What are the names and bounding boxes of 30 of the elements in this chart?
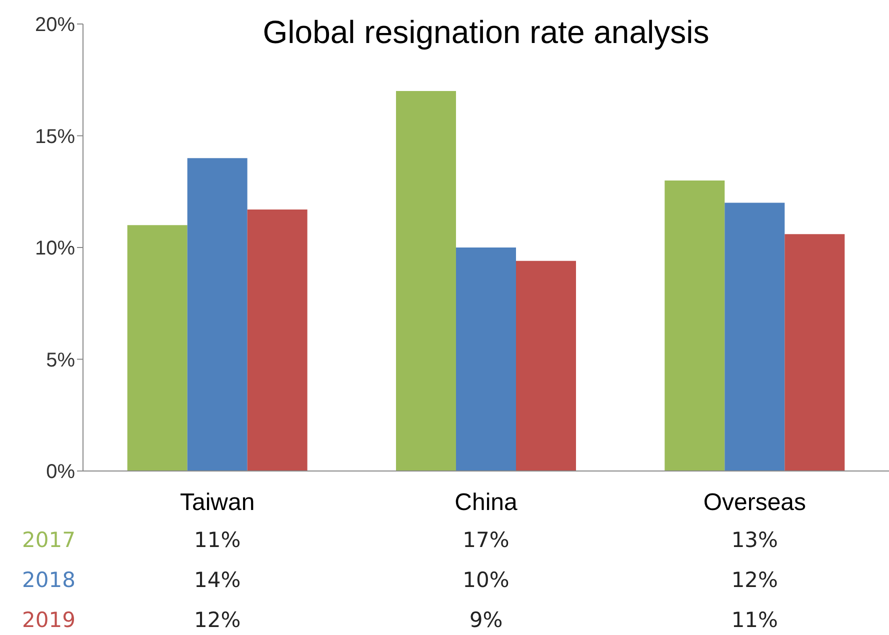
data-label: 12% bbox=[730, 568, 779, 592]
bar bbox=[127, 225, 188, 471]
y-tick-label: 20% bbox=[34, 14, 76, 36]
x-tick-label: China bbox=[454, 489, 518, 516]
text: 2018 bbox=[22, 568, 76, 592]
data-label: 12% bbox=[192, 608, 242, 632]
bar bbox=[516, 260, 576, 471]
bar bbox=[456, 248, 516, 471]
bar bbox=[187, 158, 248, 471]
data-label: 17% bbox=[462, 528, 510, 552]
text: 2017 bbox=[22, 528, 76, 552]
bar bbox=[664, 180, 725, 471]
y-tick-label: 5% bbox=[46, 349, 76, 372]
x-tick-label: Taiwan bbox=[180, 489, 255, 516]
data-label: 11% bbox=[730, 608, 779, 632]
text: 2019 bbox=[22, 608, 76, 632]
y-tick-label: 10% bbox=[34, 238, 76, 260]
data-label: 14% bbox=[192, 568, 242, 592]
bar bbox=[396, 91, 456, 471]
bar bbox=[724, 202, 785, 471]
data-label: 11% bbox=[192, 528, 242, 552]
y-tick-label: 0% bbox=[46, 461, 76, 484]
x-tick-label: Overseas bbox=[703, 489, 806, 516]
chart-title: Global resignation rate analysis bbox=[262, 14, 710, 50]
bar bbox=[784, 234, 845, 471]
bar bbox=[247, 210, 308, 471]
data-label: 13% bbox=[730, 528, 779, 552]
y-tick-label: 15% bbox=[34, 126, 76, 148]
data-label: 10% bbox=[462, 568, 510, 592]
data-label: 9% bbox=[468, 608, 504, 632]
